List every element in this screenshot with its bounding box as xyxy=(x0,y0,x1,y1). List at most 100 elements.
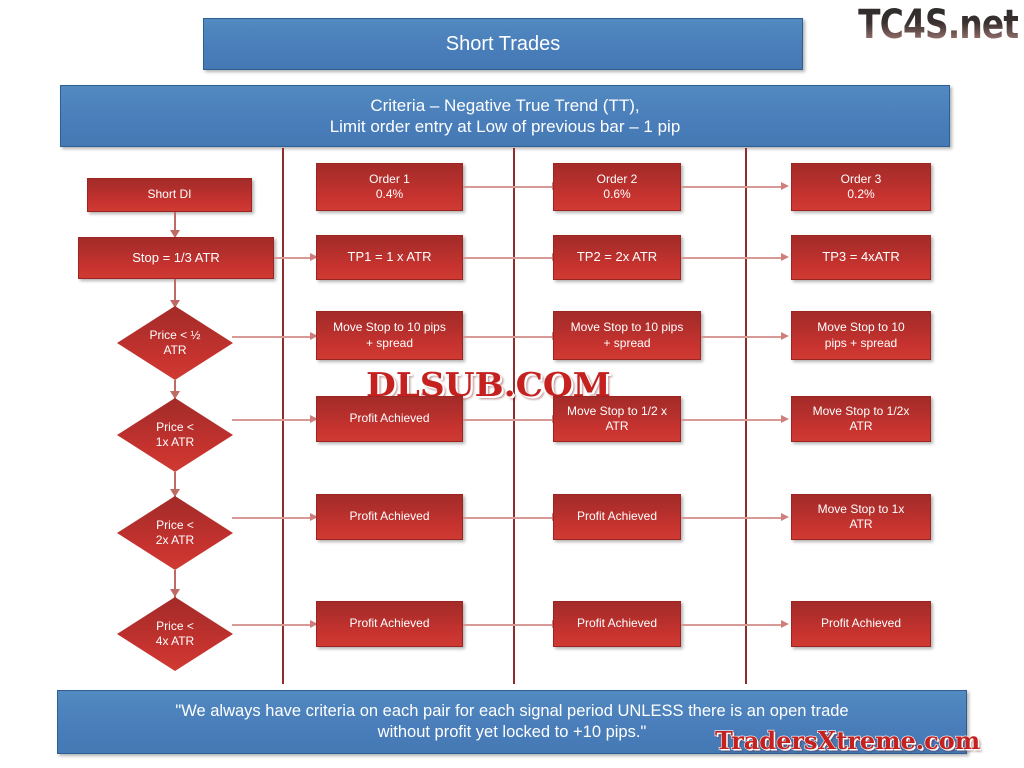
decision-2x-atr-line-2: 2x ATR xyxy=(155,533,195,547)
column-divider-3 xyxy=(745,148,747,684)
one-atr-row-cell-3-line-2: ATR xyxy=(849,419,873,433)
order-row-cell-3-line-2: 0.2% xyxy=(847,187,875,201)
arrow-row4-2-to-3-icon xyxy=(781,415,789,423)
order-row-cell-1-text: Order 1 0.4% xyxy=(369,172,410,203)
connector-entry-to-stop xyxy=(174,212,176,232)
decision-half-atr: Price < ½ ATR xyxy=(117,306,233,380)
connector-d1-to-d2 xyxy=(174,380,176,400)
criteria-banner: Criteria – Negative True Trend (TT), Lim… xyxy=(60,85,950,147)
title-banner: Short Trades xyxy=(203,18,803,70)
two-atr-row-cell-1: Profit Achieved xyxy=(316,494,463,540)
decision-half-atr-label: Price < ½ ATR xyxy=(117,306,233,380)
take-profit-row-cell-1: TP1 = 1 x ATR xyxy=(316,235,463,280)
two-atr-row-cell-3-line-2: ATR xyxy=(849,517,873,531)
arrow-d2-to-row4-icon xyxy=(310,415,318,423)
take-profit-row-cell-1-text: TP1 = 1 x ATR xyxy=(348,249,432,266)
four-atr-row-cell-1-text: Profit Achieved xyxy=(349,616,429,631)
arrow-d4-to-row6-icon xyxy=(310,620,318,628)
half-atr-row-cell-2-line-1: Move Stop to 10 pips xyxy=(570,320,684,335)
stop-box: Stop = 1/3 ATR xyxy=(78,237,274,279)
footer-line-2: without profit yet locked to +10 pips." xyxy=(377,723,647,741)
take-profit-row-cell-3: TP3 = 4xATR xyxy=(791,235,931,280)
two-atr-row-cell-3: Move Stop to 1x ATR xyxy=(791,494,931,540)
two-atr-row-cell-1-line-1: Profit Achieved xyxy=(349,509,430,524)
take-profit-row-cell-2-line-1: TP2 = 2x ATR xyxy=(576,249,658,265)
half-atr-row-cell-3-text: Move Stop to 10 pips + spread xyxy=(817,320,904,351)
connector-row4-1-to-2 xyxy=(463,419,554,421)
tradersxtreme-watermark: TradersXtreme.com xyxy=(714,725,981,755)
stop-box-label: Stop = 1/3 ATR xyxy=(132,249,220,265)
order-row-cell-2-line-2: 0.6% xyxy=(603,187,631,201)
criteria-banner-lines: Criteria – Negative True Trend (TT), Lim… xyxy=(330,95,681,138)
order-row-cell-2: Order 2 0.6% xyxy=(553,163,681,211)
connector-order-2-to-3 xyxy=(681,186,783,188)
tc4s-logo: TC4S.net xyxy=(857,2,1019,48)
half-atr-row-cell-1-line-2: + spread xyxy=(365,335,414,350)
arrow-order-2-to-3-icon xyxy=(781,182,789,190)
four-atr-row-cell-3: Profit Achieved xyxy=(791,601,931,647)
half-atr-row-cell-3-line-1: Move Stop to 10 xyxy=(817,320,905,335)
order-row-cell-1-line-2: 0.4% xyxy=(375,187,404,201)
order-row-cell-3-line-1: Order 3 xyxy=(840,171,882,186)
connector-d2-to-d3 xyxy=(174,472,176,500)
connector-tp2-to-tp3 xyxy=(681,257,783,259)
half-atr-row-cell-3: Move Stop to 10 pips + spread xyxy=(791,311,931,360)
arrow-d3-to-row5-icon xyxy=(310,513,318,521)
footer-banner-lines: "We always have criteria on each pair fo… xyxy=(175,701,848,742)
order-row-cell-1-line-1: Order 1 xyxy=(369,171,410,186)
arrow-tp2-to-tp3-icon xyxy=(781,253,789,261)
arrow-row5-2-to-3-icon xyxy=(781,513,789,521)
one-atr-row-cell-2: Move Stop to 1/2 x ATR xyxy=(553,396,681,442)
one-atr-row-cell-3-text: Move Stop to 1/2x ATR xyxy=(813,404,910,435)
half-atr-row-cell-1-text: Move Stop to 10 pips + spread xyxy=(333,320,446,351)
arrow-d1-to-d2-icon xyxy=(170,391,180,399)
connector-row6-2-to-3 xyxy=(681,624,783,626)
column-divider-2 xyxy=(513,148,515,684)
one-atr-row-cell-1-text: Profit Achieved xyxy=(349,411,429,426)
connector-d3-to-row5 xyxy=(232,517,314,519)
one-atr-row-cell-1: Profit Achieved xyxy=(316,396,463,442)
order-row-cell-3-text: Order 3 0.2% xyxy=(841,172,882,203)
connector-row3-1-to-2 xyxy=(463,336,554,338)
one-atr-row-cell-2-text: Move Stop to 1/2 x ATR xyxy=(567,404,667,435)
half-atr-row-cell-1: Move Stop to 10 pips + spread xyxy=(316,311,463,360)
arrow-row3-2-to-3-icon xyxy=(781,332,789,340)
half-atr-row-cell-3-line-2: pips + spread xyxy=(824,335,898,350)
arrow-d1-to-row3-icon xyxy=(310,332,318,340)
decision-2x-atr-line-1: Price < xyxy=(156,518,194,532)
connector-row5-2-to-3 xyxy=(681,517,783,519)
connector-d1-to-row3 xyxy=(232,336,314,338)
decision-1x-atr-line-2: 1x ATR xyxy=(155,435,195,449)
decision-2x-atr-label: Price < 2x ATR xyxy=(117,496,233,570)
arrow-d3-to-d4-icon xyxy=(170,589,180,597)
arrow-entry-to-stop-icon xyxy=(170,230,180,238)
one-atr-row-cell-3: Move Stop to 1/2x ATR xyxy=(791,396,931,442)
take-profit-row-cell-2-text: TP2 = 2x ATR xyxy=(577,249,657,266)
connector-row6-1-to-2 xyxy=(463,624,554,626)
two-atr-row-cell-2: Profit Achieved xyxy=(553,494,681,540)
entry-box-short-di: Short DI xyxy=(87,178,252,212)
half-atr-row-cell-2: Move Stop to 10 pips + spread xyxy=(553,311,701,360)
decision-4x-atr-line-2: 4x ATR xyxy=(155,634,195,648)
decision-half-atr-line-1: Price < ½ xyxy=(149,328,201,342)
arrow-stop-to-d1-icon xyxy=(170,300,180,308)
arrow-row6-2-to-3-icon xyxy=(781,620,789,628)
connector-row5-1-to-2 xyxy=(463,517,554,519)
decision-4x-atr-label: Price < 4x ATR xyxy=(117,597,233,671)
footer-line-1: "We always have criteria on each pair fo… xyxy=(175,702,849,721)
four-atr-row-cell-1-line-1: Profit Achieved xyxy=(349,616,430,631)
one-atr-row-cell-3-line-1: Move Stop to 1/2x xyxy=(812,403,910,418)
order-row-cell-3: Order 3 0.2% xyxy=(791,163,931,211)
two-atr-row-cell-3-text: Move Stop to 1x ATR xyxy=(818,502,905,533)
two-atr-row-cell-2-text: Profit Achieved xyxy=(577,509,657,524)
one-atr-row-cell-1-line-1: Profit Achieved xyxy=(349,411,430,426)
connector-stop-to-d1 xyxy=(174,279,176,303)
connector-tp1-to-tp2 xyxy=(463,257,554,259)
connector-d4-to-row6 xyxy=(232,624,314,626)
half-atr-row-cell-2-text: Move Stop to 10 pips + spread xyxy=(571,320,684,351)
decision-1x-atr: Price < 1x ATR xyxy=(117,398,233,472)
order-row-cell-2-text: Order 2 0.6% xyxy=(597,172,638,203)
decision-4x-atr-line-1: Price < xyxy=(156,619,194,633)
one-atr-row-cell-2-line-1: Move Stop to 1/2 x xyxy=(566,403,668,418)
